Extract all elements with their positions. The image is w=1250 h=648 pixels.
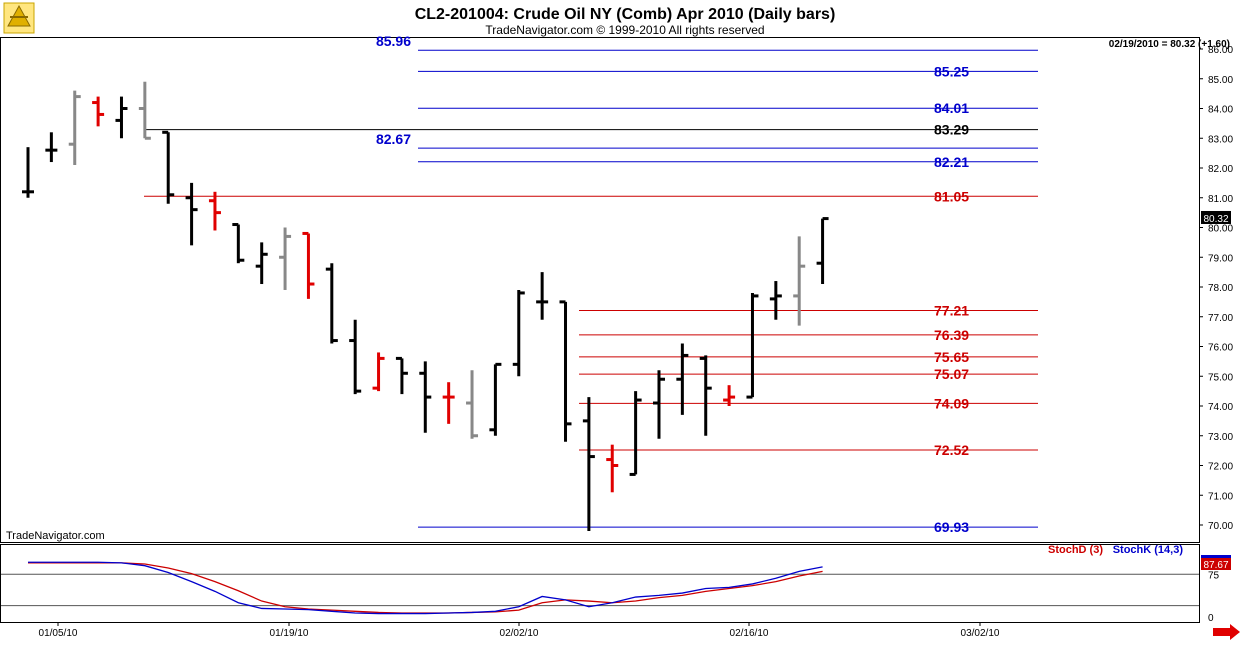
level-label: 83.29 bbox=[934, 122, 969, 138]
price-panel bbox=[0, 37, 1200, 543]
ohlc-bar bbox=[395, 356, 408, 395]
ohlc-bar bbox=[816, 217, 829, 285]
y-tick-label: 73.00 bbox=[1208, 432, 1233, 443]
ohlc-bar bbox=[793, 236, 806, 326]
stoch-panel bbox=[0, 544, 1200, 623]
level-label: 69.93 bbox=[934, 519, 969, 535]
last-quote-label: 02/19/2010 = 80.32 (+1.60) bbox=[1109, 39, 1230, 50]
y-tick-label: 86.00 bbox=[1208, 45, 1233, 56]
last-price-label: 80.32 bbox=[1203, 214, 1228, 225]
watermark: TradeNavigator.com bbox=[6, 530, 105, 542]
level-label: 82.67 bbox=[376, 131, 411, 147]
ohlc-bar bbox=[746, 292, 759, 399]
level-label: 84.01 bbox=[934, 100, 969, 116]
x-tick-label: 01/19/10 bbox=[270, 628, 309, 639]
ohlc-bar bbox=[45, 132, 58, 163]
level-label: 75.07 bbox=[934, 366, 969, 382]
ohlc-bar bbox=[606, 444, 619, 493]
scroll-right-arrow-icon[interactable] bbox=[1213, 624, 1240, 640]
stoch-value-label: 87.67 bbox=[1203, 560, 1228, 571]
y-tick-label: 71.00 bbox=[1208, 491, 1233, 502]
ohlc-bar bbox=[723, 385, 736, 406]
ohlc-bar bbox=[466, 370, 479, 439]
ohlc-bar bbox=[559, 300, 572, 442]
level-label: 75.65 bbox=[934, 349, 969, 365]
x-tick-label: 03/02/10 bbox=[961, 628, 1000, 639]
ohlc-bar bbox=[652, 370, 665, 439]
ohlc-bar bbox=[255, 242, 268, 285]
level-label: 76.39 bbox=[934, 327, 969, 343]
x-tick-label: 01/05/10 bbox=[39, 628, 78, 639]
stochastic-layer: 75 0 bbox=[1, 561, 1220, 624]
ohlc-bar bbox=[512, 289, 525, 377]
y-tick-label: 81.00 bbox=[1208, 194, 1233, 205]
y-tick-label: 70.00 bbox=[1208, 521, 1233, 532]
y-tick-label: 84.00 bbox=[1208, 105, 1233, 116]
ohlc-bar bbox=[489, 362, 502, 436]
x-axis: 01/05/10 01/19/10 02/02/10 02/16/10 03/02/10 bbox=[39, 622, 1000, 639]
stoch-k-legend: StochK (14,3) bbox=[1113, 544, 1184, 556]
stoch-tick-label: 75 bbox=[1208, 570, 1220, 581]
level-label: 85.25 bbox=[934, 63, 969, 79]
x-tick-label: 02/02/10 bbox=[500, 628, 539, 639]
stoch-value-tag bbox=[1201, 557, 1231, 570]
y-tick-label: 74.00 bbox=[1208, 402, 1233, 413]
ohlc-bar bbox=[138, 81, 151, 140]
ohlc-bar bbox=[325, 263, 338, 344]
y-tick-label: 82.00 bbox=[1208, 164, 1233, 175]
ohlc-bar bbox=[699, 355, 712, 436]
ohlc-bar bbox=[68, 90, 81, 166]
y-tick-label: 78.00 bbox=[1208, 283, 1233, 294]
ohlc-bar bbox=[208, 191, 221, 231]
ohlc-bar bbox=[629, 391, 642, 476]
y-axis: 70.00 71.00 72.00 73.00 74.00 75.00 76.00 77.00… bbox=[1199, 45, 1233, 532]
ohlc-bar bbox=[115, 96, 128, 139]
ohlc-bar bbox=[769, 281, 782, 320]
stoch-d-legend: StochD (3) bbox=[1048, 544, 1103, 556]
chart-title: CL2-201004: Crude Oil NY (Comb) Apr 2010… bbox=[415, 6, 836, 23]
trade-navigator-logo-icon bbox=[3, 2, 35, 34]
level-label: 85.96 bbox=[376, 33, 411, 49]
ohlc-bar bbox=[92, 96, 105, 127]
y-tick-label: 77.00 bbox=[1208, 313, 1233, 324]
ohlc-bar bbox=[185, 182, 198, 246]
y-tick-label: 85.00 bbox=[1208, 75, 1233, 86]
stoch-k-tag bbox=[1201, 555, 1231, 558]
level-label: 74.09 bbox=[934, 395, 969, 411]
ohlc-bar bbox=[162, 130, 175, 204]
chart-subtitle: TradeNavigator.com © 1999-2010 All right… bbox=[485, 23, 764, 37]
ohlc-bar bbox=[22, 147, 34, 198]
y-tick-label: 72.00 bbox=[1208, 462, 1233, 473]
y-tick-label: 79.00 bbox=[1208, 253, 1233, 264]
level-label: 82.21 bbox=[934, 154, 969, 170]
levels-layer: 85.96 85.25 84.01 83.29 82.67 82.21 81.05 77.21… bbox=[144, 33, 1038, 535]
stoch-k-line bbox=[28, 561, 823, 615]
ohlc-bar bbox=[232, 223, 245, 264]
ohlc-bar bbox=[372, 352, 385, 392]
last-price-tag bbox=[1201, 210, 1231, 224]
level-label: 81.05 bbox=[934, 188, 969, 204]
y-tick-label: 75.00 bbox=[1208, 372, 1233, 383]
y-tick-label: 83.00 bbox=[1208, 134, 1233, 145]
ohlc-bar bbox=[536, 272, 549, 320]
y-tick-label: 76.00 bbox=[1208, 343, 1233, 354]
ohlc-bar bbox=[419, 361, 432, 433]
y-tick-label: 80.00 bbox=[1208, 224, 1233, 235]
ohlc-bar bbox=[676, 343, 689, 415]
ohlc-bar bbox=[582, 397, 595, 531]
ohlc-bar bbox=[302, 231, 315, 299]
ohlc-bar bbox=[279, 227, 292, 290]
level-label: 77.21 bbox=[934, 303, 969, 319]
stoch-tick-label: 0 bbox=[1208, 613, 1214, 624]
bars-layer bbox=[22, 81, 829, 531]
ohlc-bar bbox=[349, 319, 362, 395]
x-tick-label: 02/16/10 bbox=[730, 628, 769, 639]
ohlc-bar bbox=[442, 382, 455, 424]
level-label: 72.52 bbox=[934, 442, 969, 458]
